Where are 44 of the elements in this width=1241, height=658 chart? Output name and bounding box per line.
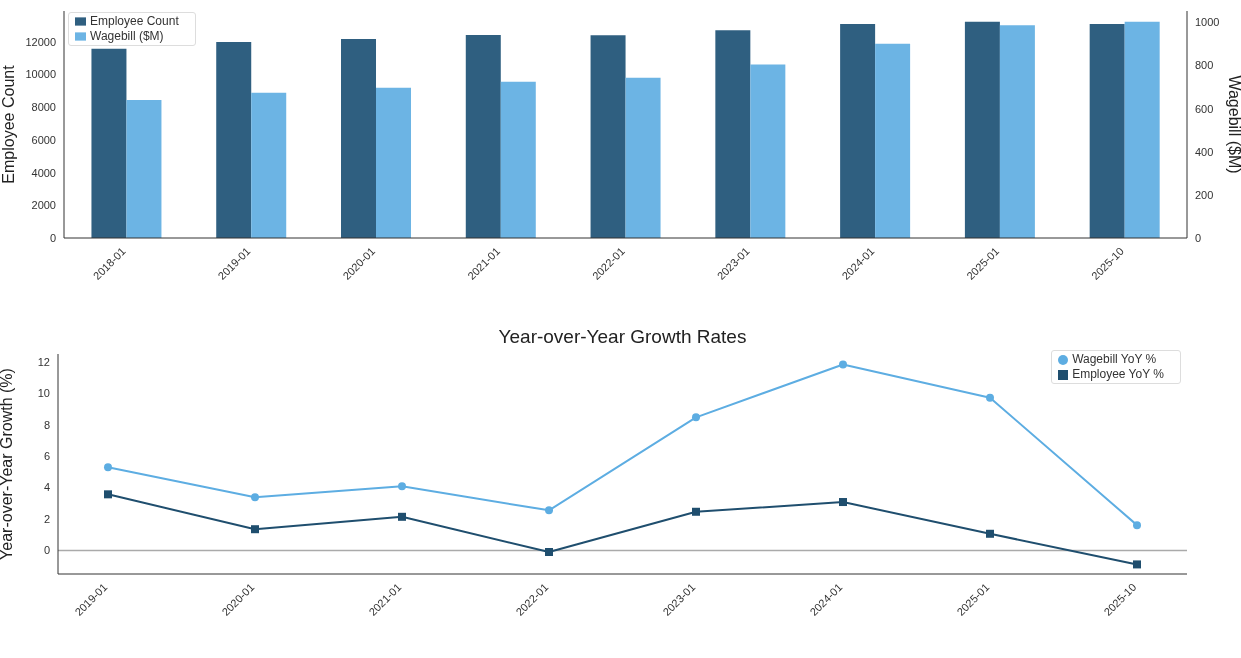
legend-label: Wagebill ($M): [90, 29, 164, 43]
point: [251, 493, 259, 502]
legend-label: Employee YoY %: [1072, 367, 1164, 381]
y-tick-label: 0: [49, 231, 56, 244]
y-tick-label: 0: [43, 544, 50, 557]
point: [839, 360, 847, 369]
y-tick-label: 4: [43, 481, 50, 494]
y-tick-label: 6: [43, 450, 50, 463]
point: [986, 529, 994, 538]
point: [104, 463, 112, 472]
y2-tick-label: 600: [1195, 102, 1214, 115]
y-tick-label: 12: [37, 355, 50, 368]
y-tick-label: 10000: [25, 68, 56, 81]
point: [545, 506, 553, 515]
point: [986, 393, 994, 402]
y2-tick-label: 400: [1195, 145, 1214, 158]
point: [692, 413, 700, 422]
y-tick-label: 2: [43, 512, 50, 525]
y-tick-label: 8: [43, 418, 50, 431]
legend-label: Employee Count: [90, 14, 179, 28]
y-tick-label: 6000: [31, 133, 56, 146]
point: [1133, 560, 1141, 569]
y2-tick-label: 200: [1195, 188, 1214, 201]
y2-tick-label: 0: [1195, 231, 1202, 244]
y-axis-title: Employee Count: [0, 64, 17, 184]
y2-tick-label: 1000: [1195, 16, 1220, 29]
y-axis-title: Year-over-Year Growth (%): [0, 368, 15, 560]
point: [1133, 521, 1141, 530]
y2-tick-label: 800: [1195, 59, 1214, 72]
point: [398, 482, 406, 491]
point: [104, 490, 112, 499]
legend-label: Wagebill YoY %: [1072, 352, 1157, 366]
y-tick-label: 2000: [31, 199, 56, 212]
y2-axis-title: Wagebill ($M): [1226, 75, 1241, 174]
y-tick-label: 8000: [31, 101, 56, 114]
chart-title: Year-over-Year Growth Rates: [497, 326, 748, 348]
point: [398, 512, 406, 521]
point: [251, 525, 259, 534]
point: [545, 548, 553, 556]
y-tick-label: 10: [37, 387, 50, 400]
point: [839, 498, 847, 507]
y-tick-label: 12000: [25, 35, 56, 48]
point: [692, 507, 700, 516]
y-tick-label: 4000: [31, 166, 56, 179]
